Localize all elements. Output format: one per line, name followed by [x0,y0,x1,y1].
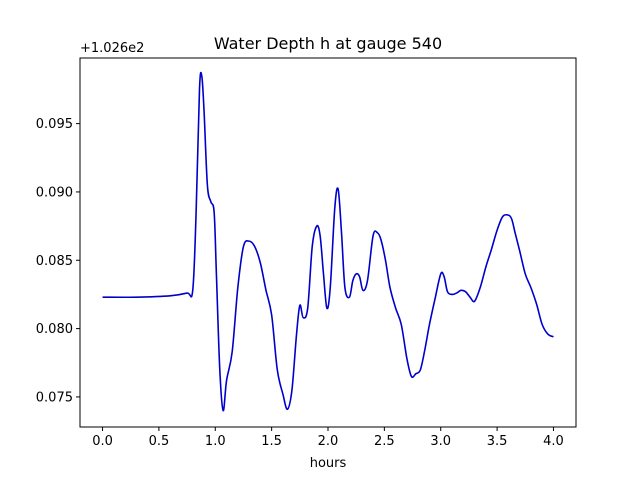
y-axis-offset-label: +1.026e2 [80,41,144,56]
x-axis: 0.0 0.5 1.0 1.5 2.0 2.5 3.0 3.5 4.0 [92,427,564,449]
x-tick-label: 0.0 [92,434,113,449]
y-tick-label: 0.075 [36,390,73,405]
y-tick-label: 0.080 [36,322,73,337]
x-tick-label: 1.0 [205,434,226,449]
x-tick-label: 3.5 [487,434,508,449]
plot-area [102,71,554,412]
y-tick-label: 0.095 [36,117,73,132]
y-axis: 0.075 0.080 0.085 0.090 0.095 [36,117,80,405]
x-axis-label: hours [310,456,347,471]
x-tick-label: 1.5 [261,434,282,449]
x-tick-label: 0.5 [149,434,170,449]
x-tick-label: 2.0 [318,434,339,449]
x-tick-label: 3.0 [430,434,451,449]
y-tick-label: 0.085 [36,254,73,269]
y-tick-label: 0.090 [36,185,73,200]
series-line-0 [102,71,554,412]
chart-title: Water Depth h at gauge 540 [214,34,442,53]
x-tick-label: 2.5 [374,434,395,449]
x-tick-label: 4.0 [543,434,564,449]
